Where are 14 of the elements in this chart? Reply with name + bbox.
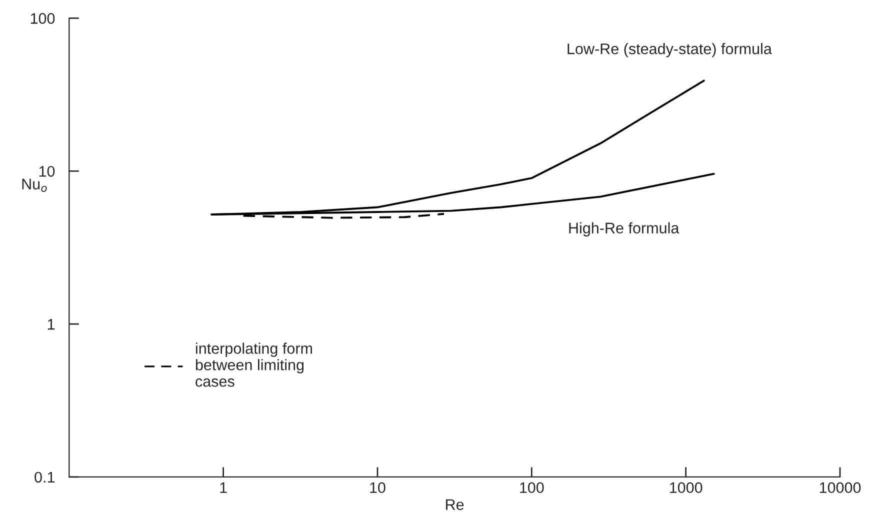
x-tick-label: 1000 xyxy=(670,482,702,494)
y-tick-label: 10 xyxy=(39,166,55,177)
y-tick-label: 1 xyxy=(48,319,54,330)
x-tick-label: 100 xyxy=(520,482,544,494)
y-axis-title: Nu$_{o}$ xyxy=(22,178,47,192)
y-tick-label: 0.1 xyxy=(34,472,54,483)
x-tick-label: 1 xyxy=(220,482,227,493)
x-tick-label: 10 xyxy=(370,482,386,494)
x-axis-title: Re xyxy=(446,499,464,510)
legend-label: interpolating form between limiting cases xyxy=(196,342,312,387)
series-label: High-Re formula xyxy=(569,222,680,236)
y-tick-label: 100 xyxy=(30,13,55,24)
x-tick-label: 10000 xyxy=(820,482,861,494)
text: Low-Re (steady-state) formula xyxy=(568,43,772,58)
